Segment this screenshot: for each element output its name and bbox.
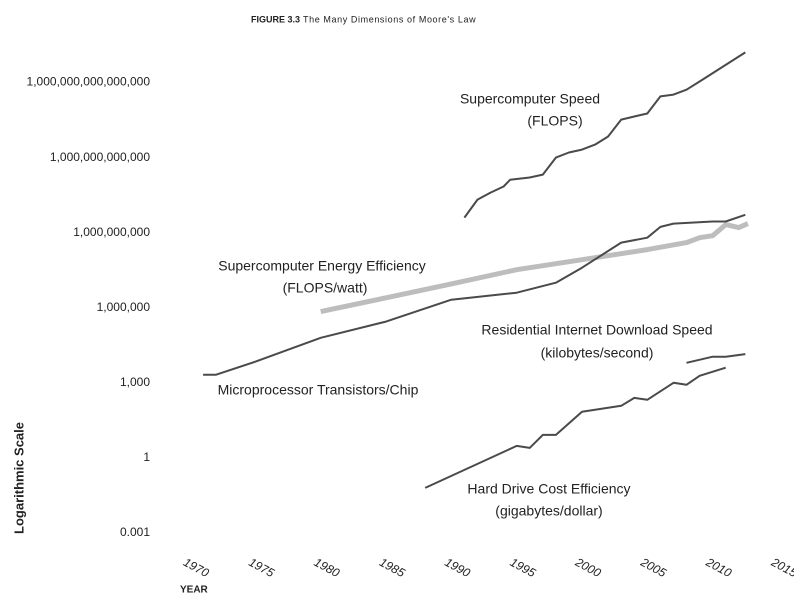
y-tick-label: 1,000,000	[97, 300, 151, 314]
x-tick-label: 2015	[768, 555, 794, 581]
x-tick-label: 1985	[377, 555, 407, 580]
series-unit: (FLOPS/watt)	[283, 280, 368, 296]
series-unit: (FLOPS)	[527, 113, 582, 129]
series-line	[686, 353, 746, 364]
y-tick-label: 1,000,000,000,000	[50, 150, 150, 164]
chart-title: The Many Dimensions of Moore's Law	[303, 14, 476, 24]
series-label: Residential Internet Download Speed	[481, 322, 712, 338]
x-tick-label: 1990	[442, 555, 472, 580]
series-label: Microprocessor Transistors/Chip	[218, 382, 419, 398]
x-tick-label: 2000	[572, 555, 603, 581]
y-axis-label: Logarithmic Scale	[11, 422, 26, 534]
y-tick-label: 0.001	[120, 525, 150, 539]
series-line	[320, 221, 749, 315]
x-tick-label: 1975	[246, 555, 276, 580]
series-label: Supercomputer Speed	[460, 91, 600, 107]
series-line	[424, 366, 726, 489]
y-tick-label: 1,000	[120, 375, 150, 389]
x-tick-label: 1970	[181, 555, 211, 580]
series-unit: (kilobytes/second)	[541, 345, 654, 361]
y-tick-label: 1,000,000,000,000,000	[27, 75, 151, 89]
series-label: Hard Drive Cost Efficiency	[467, 481, 630, 497]
y-tick-label: 1	[143, 450, 150, 464]
x-tick-label: 2010	[703, 555, 734, 581]
series-line	[463, 51, 746, 219]
x-tick-label: 2005	[638, 555, 669, 581]
x-tick-label: 1995	[508, 555, 538, 580]
series-line	[203, 213, 746, 376]
series-unit: (gigabytes/dollar)	[495, 503, 602, 519]
y-tick-label: 1,000,000,000	[73, 225, 150, 239]
figure-label: FIGURE 3.3	[251, 14, 300, 24]
series-label: Supercomputer Energy Efficiency	[218, 258, 426, 274]
x-tick-label: 1980	[312, 555, 342, 580]
x-axis-label: YEAR	[180, 585, 209, 596]
